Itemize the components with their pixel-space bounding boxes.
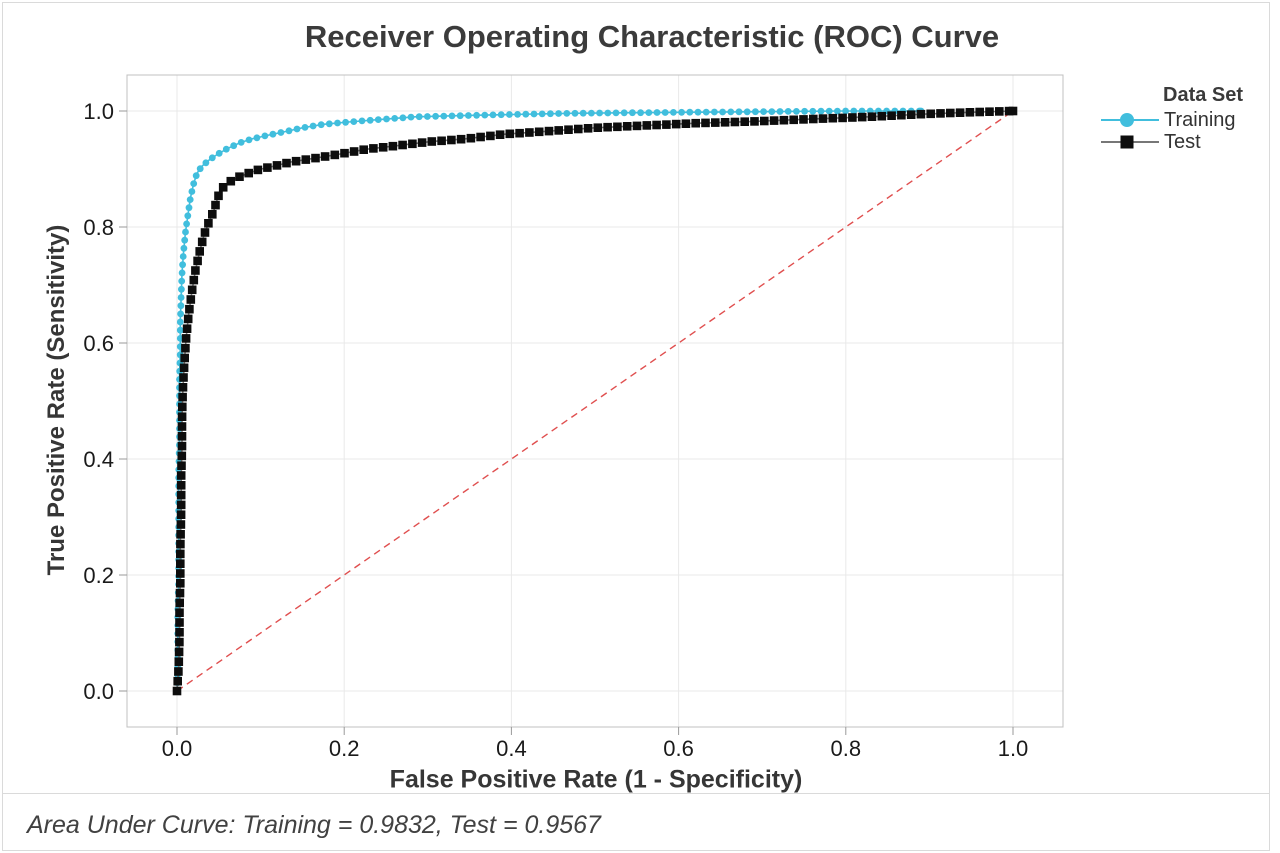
y-tick-label: 1.0 [83,99,114,124]
reference-diagonal-line [176,110,1014,692]
y-tick-label: 0.8 [83,215,114,240]
y-tick-label: 0.2 [83,563,114,588]
training-markers [173,107,925,695]
x-tick-label: 0.8 [831,736,862,761]
x-tick-label: 0.6 [663,736,694,761]
test-markers [172,106,1018,696]
legend-label-training: Training [1164,108,1236,131]
x-tick-label: 0.2 [329,736,360,761]
legend-title: Data Set [1163,84,1244,106]
y-axis-title: True Positive Rate (Sensitivity) [43,224,70,576]
y-tick-label: 0.6 [83,331,114,356]
training-marker-icon [1101,113,1159,127]
test-series [172,106,1018,696]
legend-item-test: Test [1100,131,1270,153]
training-series [173,107,925,695]
x-tick-label: 1.0 [998,736,1029,761]
auc-summary-text: Area Under Curve: Training = 0.9832, Tes… [27,811,601,839]
x-axis-title: False Positive Rate (1 - Specificity) [389,765,803,794]
training-line [176,110,921,692]
roc-plot-area: 0.0 0.2 0.4 0.6 0.8 1.0 0.0 0.2 0.4 0.6 0.8 1.0 [83,74,1064,761]
footer-panel [2,793,1270,851]
y-tick-label: 0.4 [83,447,114,472]
x-tick-label: 0.4 [496,736,527,761]
test-marker-icon [1101,135,1159,149]
chart-title: Receiver Operating Characteristic (ROC) … [304,19,1000,54]
x-tick-label: 0.0 [162,736,193,761]
legend-label-test: Test [1164,130,1201,153]
chart-panel [2,2,1270,794]
y-tick-label: 0.0 [83,679,114,704]
axis-ticks: 0.0 0.2 0.4 0.6 0.8 1.0 0.0 0.2 0.4 0.6 0.8 1.0 [83,99,1028,761]
legend-item-training: Training [1100,109,1270,131]
legend: Data Set Training Test [1100,84,1270,153]
plot-frame [126,74,1064,728]
